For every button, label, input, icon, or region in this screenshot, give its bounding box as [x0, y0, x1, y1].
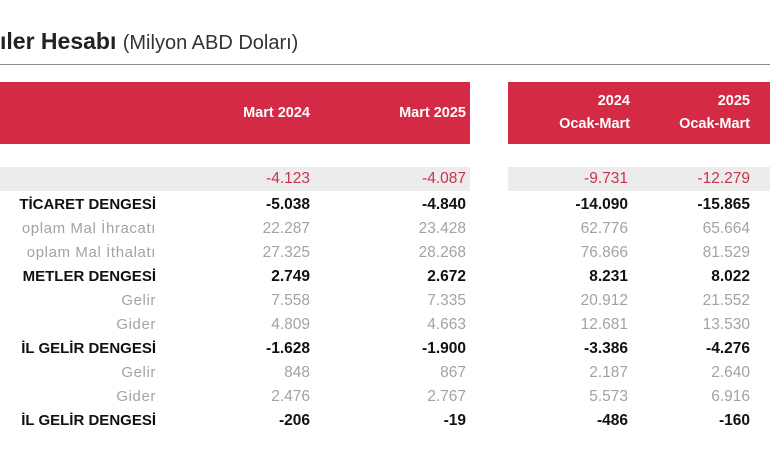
- title-main: ıler Hesabı: [0, 28, 117, 54]
- cell-mart-2024: 22.287: [262, 220, 310, 237]
- table-row-current-account: -4.123 -4.087 -9.731 -12.279: [0, 167, 770, 191]
- header-2024-year: 2024: [597, 93, 630, 109]
- cell-mart-2024: 7.558: [271, 292, 310, 309]
- row-label: oplam Mal İhracatı: [21, 220, 156, 237]
- row-label: METLER DENGESİ: [22, 268, 156, 285]
- row-label: Gelir: [121, 292, 156, 309]
- cell-2025-ocak-mart: -15.865: [697, 196, 750, 213]
- table-row-primary-expense: Gider 2.476 2.767 5.573 6.916: [0, 385, 770, 409]
- cell-2024-ocak-mart: 8.231: [589, 268, 628, 285]
- page-title: ıler Hesabı (Milyon ABD Doları): [0, 28, 298, 55]
- table-row-services-expense: Gider 4.809 4.663 12.681 13.530: [0, 313, 770, 337]
- cell-2025-ocak-mart: 2.640: [711, 364, 750, 381]
- cell-mart-2025: 867: [440, 364, 466, 381]
- cell-2025-ocak-mart: -160: [718, 412, 750, 429]
- cell-mart-2024: -5.038: [266, 196, 310, 213]
- highlight-band-monthly: [0, 167, 470, 191]
- row-label: İL GELİR DENGESİ: [21, 340, 156, 357]
- cell-mart-2025: -4.840: [422, 196, 466, 213]
- header-mart-2024: Mart 2024: [243, 105, 310, 121]
- table-row-services-income: Gelir 7.558 7.335 20.912 21.552: [0, 289, 770, 313]
- header-band-cumulative: 2024 Ocak-Mart 2025 Ocak-Mart: [508, 82, 770, 144]
- cell-mart-2025: 7.335: [427, 292, 466, 309]
- cell-2025-ocak-mart: 81.529: [702, 244, 750, 261]
- table-row-imports: oplam Mal İthalatı 27.325 28.268 76.866 …: [0, 241, 770, 265]
- cell-mart-2025: 23.428: [418, 220, 466, 237]
- table-row-trade-balance: TİCARET DENGESİ -5.038 -4.840 -14.090 -1…: [0, 193, 770, 217]
- cell-mart-2025: -4.087: [422, 170, 466, 187]
- cell-2024-ocak-mart: 2.187: [589, 364, 628, 381]
- cell-mart-2025: 28.268: [418, 244, 466, 261]
- table-row-secondary-income-balance: İL GELİR DENGESİ -206 -19 -486 -160: [0, 409, 770, 433]
- cell-mart-2025: 4.663: [427, 316, 466, 333]
- cell-mart-2025: -1.900: [422, 340, 466, 357]
- title-divider: [0, 64, 770, 65]
- cell-2025-ocak-mart: 65.664: [702, 220, 750, 237]
- cell-mart-2024: 2.749: [271, 268, 310, 285]
- highlight-band-cumulative: [508, 167, 770, 191]
- header-2025-year: 2025: [717, 93, 750, 109]
- header-mart-2025: Mart 2025: [399, 105, 466, 121]
- cell-2024-ocak-mart: -9.731: [584, 170, 628, 187]
- cell-2025-ocak-mart: 21.552: [702, 292, 750, 309]
- cell-2024-ocak-mart: 62.776: [580, 220, 628, 237]
- cell-mart-2024: 27.325: [262, 244, 310, 261]
- cell-2024-ocak-mart: -14.090: [575, 196, 628, 213]
- cell-mart-2024: 2.476: [271, 388, 310, 405]
- cell-2025-ocak-mart: -12.279: [697, 170, 750, 187]
- cell-2025-ocak-mart: 6.916: [711, 388, 750, 405]
- cell-2024-ocak-mart: -486: [596, 412, 628, 429]
- cell-mart-2024: -4.123: [266, 170, 310, 187]
- row-label: İL GELİR DENGESİ: [21, 412, 156, 429]
- cell-2024-ocak-mart: 76.866: [580, 244, 628, 261]
- cell-mart-2024: 848: [284, 364, 310, 381]
- table-row-primary-income-balance: İL GELİR DENGESİ -1.628 -1.900 -3.386 -4…: [0, 337, 770, 361]
- cell-mart-2025: 2.672: [427, 268, 466, 285]
- table-row-exports: oplam Mal İhracatı 22.287 23.428 62.776 …: [0, 217, 770, 241]
- header-2024-period: Ocak-Mart: [559, 116, 630, 132]
- header-band-monthly: Mart 2024 Mart 2025: [0, 82, 470, 144]
- cell-2024-ocak-mart: 12.681: [580, 316, 628, 333]
- cell-mart-2024: -1.628: [266, 340, 310, 357]
- row-label: Gider: [116, 316, 156, 333]
- cell-2024-ocak-mart: -3.386: [584, 340, 628, 357]
- cell-2025-ocak-mart: 13.530: [702, 316, 750, 333]
- cell-mart-2024: -206: [278, 412, 310, 429]
- row-label: Gelir: [121, 364, 156, 381]
- header-2025-period: Ocak-Mart: [679, 116, 750, 132]
- row-label: Gider: [116, 388, 156, 405]
- title-subtitle: (Milyon ABD Doları): [122, 32, 299, 54]
- cell-mart-2025: -19: [443, 412, 466, 429]
- table-row-services-balance: METLER DENGESİ 2.749 2.672 8.231 8.022: [0, 265, 770, 289]
- row-label: oplam Mal İthalatı: [26, 244, 156, 261]
- row-label: TİCARET DENGESİ: [19, 196, 156, 213]
- cell-mart-2024: 4.809: [271, 316, 310, 333]
- table-row-primary-income: Gelir 848 867 2.187 2.640: [0, 361, 770, 385]
- cell-2025-ocak-mart: -4.276: [706, 340, 750, 357]
- cell-mart-2025: 2.767: [427, 388, 466, 405]
- cell-2024-ocak-mart: 20.912: [580, 292, 628, 309]
- cell-2025-ocak-mart: 8.022: [711, 268, 750, 285]
- cell-2024-ocak-mart: 5.573: [589, 388, 628, 405]
